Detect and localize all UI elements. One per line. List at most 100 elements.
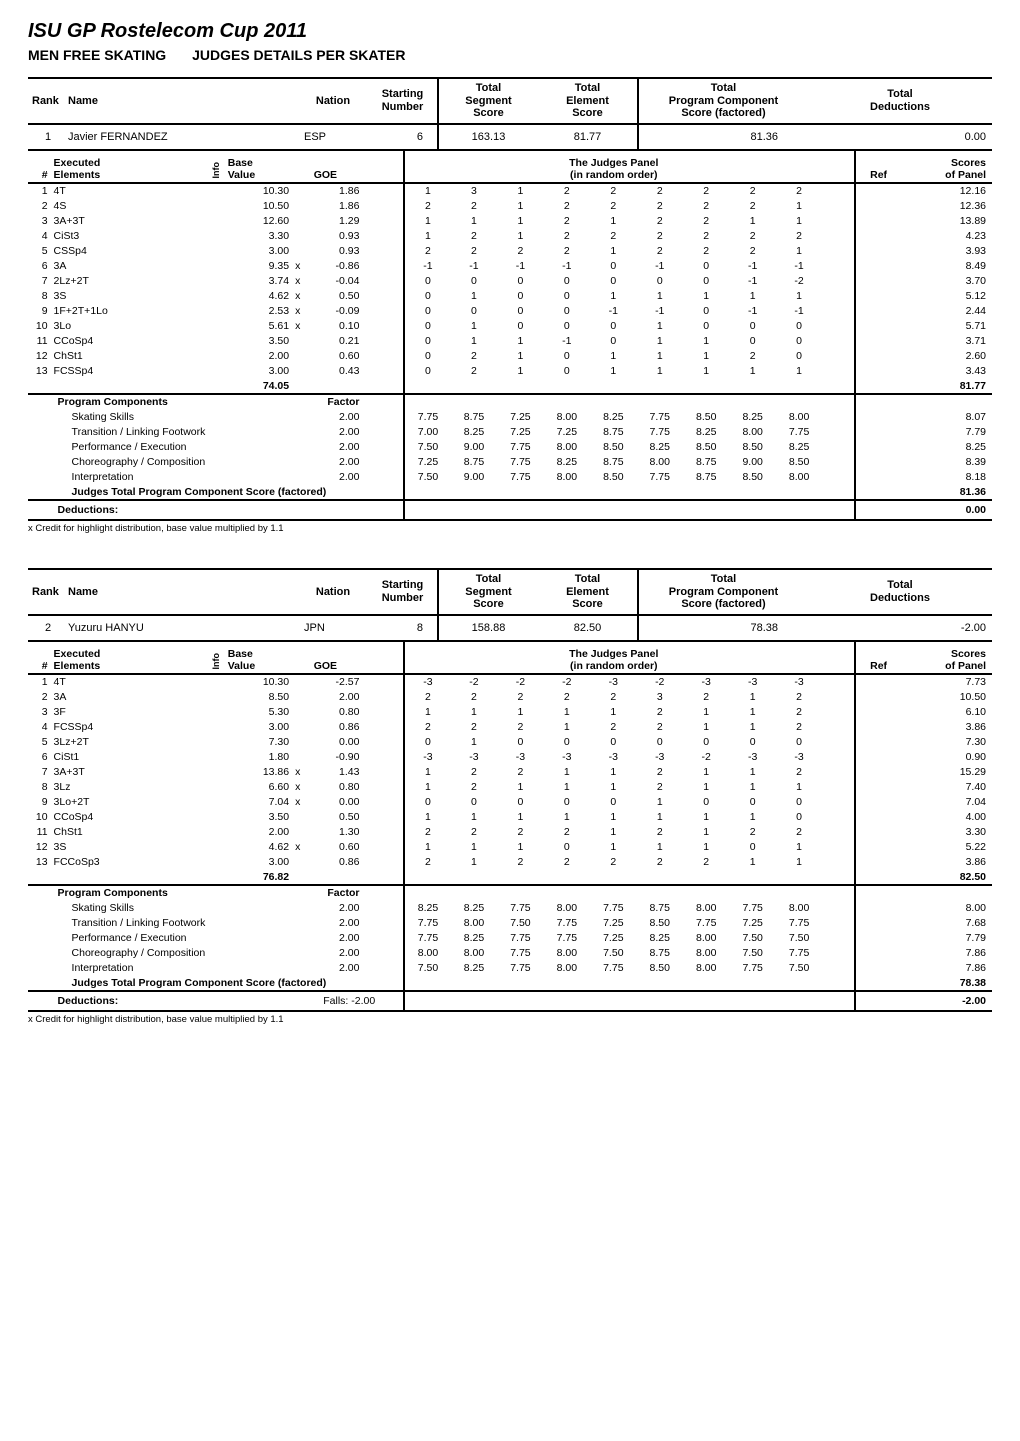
pc-judge: 8.00 [683, 900, 729, 915]
elem-judge: 1 [497, 348, 543, 363]
pc-row: Skating Skills2.007.758.757.258.008.257.… [28, 409, 992, 424]
elem-judge: 1 [776, 363, 822, 378]
pc-judge: 8.00 [776, 409, 822, 424]
elem-gap1 [369, 333, 404, 348]
elem-judge: 3 [451, 183, 497, 198]
elem-ref [855, 258, 901, 273]
elem-gap2 [822, 258, 855, 273]
elem-judge: 1 [497, 839, 543, 854]
elem-code: 3Lo+2T [54, 794, 205, 809]
elem-bv: 4.62 [228, 839, 295, 854]
pc-judge: 7.75 [497, 469, 543, 484]
elem-gap2 [822, 809, 855, 824]
elements-table: #ExecutedElementsInfoBaseValueGOEThe Jud… [28, 151, 992, 393]
elem-judge: 1 [637, 839, 683, 854]
elem-bv: 3.00 [228, 854, 295, 869]
elem-judge: 2 [404, 719, 450, 734]
elem-code: 4S [54, 198, 205, 213]
elem-goe: 1.43 [314, 764, 370, 779]
elem-goe: -0.04 [314, 273, 370, 288]
elem-judge: 0 [497, 303, 543, 318]
elem-bv: 1.80 [228, 749, 295, 764]
elem-info [205, 318, 228, 333]
elem-judge: 1 [404, 764, 450, 779]
col-prog: TotalProgram ComponentScore (factored) [638, 569, 808, 615]
elem-bv: 4.62 [228, 288, 295, 303]
elem-bv: 3.00 [228, 243, 295, 258]
elem-judge: 2 [451, 824, 497, 839]
elem-idx: 11 [28, 824, 54, 839]
elem-sop: 10.50 [901, 689, 992, 704]
elem-judge: 1 [683, 333, 729, 348]
elem-code: 3F [54, 704, 205, 719]
elem-judge: 0 [729, 318, 775, 333]
elem-goe: 0.10 [314, 318, 370, 333]
elem-judge: 1 [637, 794, 683, 809]
ded-detail: Falls: -2.00 [295, 991, 404, 1011]
elem-goe: 1.30 [314, 824, 370, 839]
pc-judge: 7.75 [404, 915, 450, 930]
elem-info [205, 824, 228, 839]
elem-goe: 0.00 [314, 794, 370, 809]
elem-judge: 2 [683, 213, 729, 228]
sop-total: 82.50 [901, 869, 992, 884]
pc-label: Transition / Linking Footwork [54, 424, 296, 439]
hdr-goe: GOE [314, 151, 370, 183]
pc-total-row: Judges Total Program Component Score (fa… [28, 484, 992, 499]
pc-judge: 7.75 [497, 930, 543, 945]
elem-code: CSSp4 [54, 243, 205, 258]
elem-judge: 1 [637, 288, 683, 303]
element-row: 24S10.501.8622122222112.36 [28, 198, 992, 213]
col-nation: Nation [298, 569, 368, 615]
elem-info [205, 719, 228, 734]
elem-judge: 2 [683, 689, 729, 704]
pc-judge: 8.25 [590, 409, 636, 424]
skater-block: RankNameNationStartingNumberTotalSegment… [28, 568, 992, 1025]
elem-judge: 1 [497, 198, 543, 213]
elem-judge: 2 [404, 689, 450, 704]
elem-ref [855, 303, 901, 318]
elem-goe: 0.60 [314, 839, 370, 854]
elem-judge: 1 [776, 198, 822, 213]
elem-judge: 1 [729, 719, 775, 734]
elem-idx: 1 [28, 183, 54, 198]
elem-gap1 [369, 824, 404, 839]
elem-gap1 [369, 674, 404, 689]
pc-judge: 8.25 [776, 439, 822, 454]
pc-score: 7.86 [901, 945, 992, 960]
elem-gap2 [822, 719, 855, 734]
elem-judge: 1 [729, 779, 775, 794]
elem-judge: 1 [776, 854, 822, 869]
elem-judge: -1 [451, 258, 497, 273]
hdr-x [295, 151, 314, 183]
elem-gap1 [369, 243, 404, 258]
elem-judge: 2 [637, 779, 683, 794]
skaters-container: RankNameNationStartingNumberTotalSegment… [28, 77, 992, 1025]
element-row: 10CCoSp43.500.501111111104.00 [28, 809, 992, 824]
pc-judge: 7.50 [729, 930, 775, 945]
element-row: 13FCCoSp33.000.862122222113.86 [28, 854, 992, 869]
pc-score: 8.25 [901, 439, 992, 454]
skater-nation: JPN [298, 615, 368, 641]
elem-judge: 0 [637, 273, 683, 288]
elem-judge: 1 [497, 809, 543, 824]
elem-judge: 0 [497, 734, 543, 749]
elem-goe: 0.86 [314, 719, 370, 734]
elem-info [205, 348, 228, 363]
pc-judge: 7.75 [729, 960, 775, 975]
elem-code: 3A [54, 258, 205, 273]
element-row: 6CiSt11.80-0.90-3-3-3-3-3-3-2-3-30.90 [28, 749, 992, 764]
elem-judge: 1 [590, 288, 636, 303]
elem-judge: 0 [683, 303, 729, 318]
elem-gap1 [369, 363, 404, 378]
elements-table: #ExecutedElementsInfoBaseValueGOEThe Jud… [28, 642, 992, 884]
pc-judge: 7.75 [404, 930, 450, 945]
elem-judge: 1 [729, 809, 775, 824]
elem-sop: 2.44 [901, 303, 992, 318]
element-row: 63A9.35x-0.86-1-1-1-10-10-1-18.49 [28, 258, 992, 273]
elem-judge: 2 [544, 243, 590, 258]
elem-judge: 2 [451, 228, 497, 243]
elem-ref [855, 198, 901, 213]
elem-judge: 2 [776, 719, 822, 734]
elem-idx: 7 [28, 764, 54, 779]
